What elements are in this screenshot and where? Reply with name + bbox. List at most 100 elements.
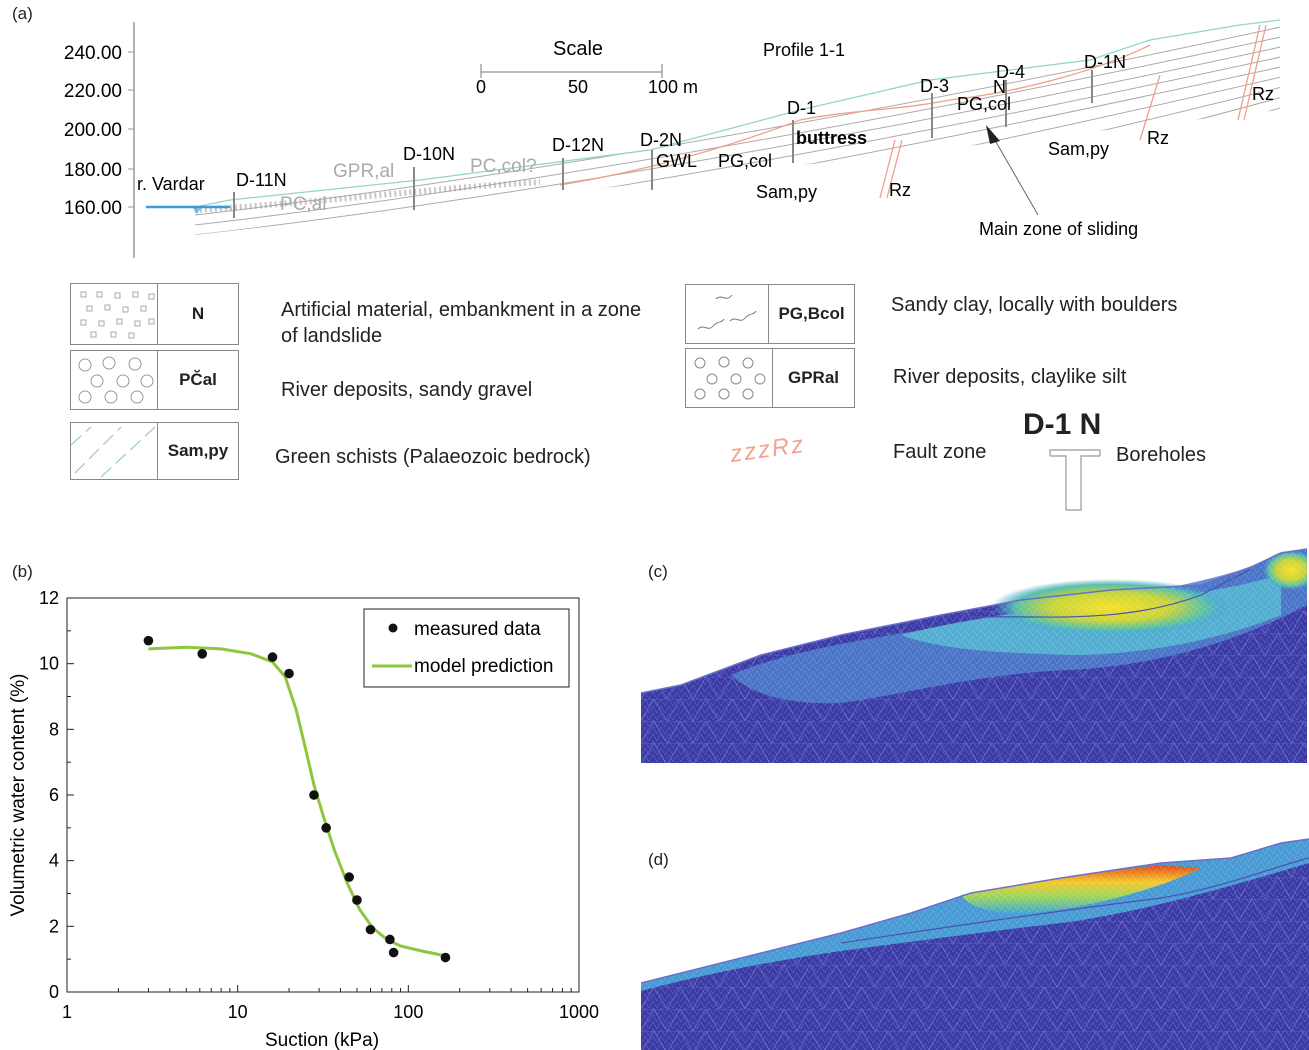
- sandy-clay-pattern-icon: [697, 294, 757, 330]
- y-tick-label: 6: [49, 785, 59, 805]
- legend-desc-sampy: Green schists (Palaeozoic bedrock): [275, 446, 591, 468]
- unit-label-pg-col-right: PG,col: [957, 94, 1011, 114]
- legend-label-measured: measured data: [414, 619, 541, 640]
- elevation-tick-160: 160.00: [64, 198, 122, 219]
- panel-c-label: (c): [648, 562, 668, 581]
- y-axis-label: Volumetric water content (%): [8, 674, 29, 917]
- scale-title: Scale: [553, 38, 603, 60]
- borehole-legend-desc: Boreholes: [1116, 444, 1207, 466]
- x-tick-label: 1000: [559, 1002, 599, 1022]
- unit-label-pc-col: PC,col?: [470, 156, 537, 177]
- panel-d-label: (d): [648, 850, 669, 869]
- legend-marker-measured: [388, 623, 398, 633]
- unit-label-sam-py-right: Sam,py: [1048, 139, 1109, 159]
- elevation-tick-240: 240.00: [64, 43, 122, 64]
- fem-result-d: [641, 838, 1309, 1050]
- swcc-chart: 1 10 100 1000 0 2 4 6 8 10 12 Suction (kPa) Volume…: [8, 588, 599, 1050]
- legend-symbol-gpral: GPRal: [685, 348, 855, 408]
- borehole-label-d1n: D-1N: [1084, 52, 1126, 72]
- legend-code-pgbcol: PG,Bcol: [768, 285, 854, 343]
- sliding-annotation: Main zone of sliding: [979, 219, 1138, 239]
- legend-symbol-n: N: [70, 283, 239, 345]
- measured-data-point: [388, 947, 399, 958]
- elevation-tick-200: 200.00: [64, 120, 122, 141]
- embankment-pattern-icon: [80, 291, 155, 339]
- schist-pattern-icon: [71, 426, 156, 478]
- borehole-label-d11n: D-11N: [236, 170, 287, 190]
- legend-symbol-pcal: PC̆al: [70, 350, 239, 410]
- legend-desc-pgbcol: Sandy clay, locally with boulders: [891, 294, 1178, 316]
- unit-label-pc-al: PC,al: [280, 194, 326, 215]
- unit-label-gpr-al: GPR,al: [333, 161, 394, 182]
- x-tick-label: 1: [62, 1002, 72, 1022]
- fault-zone-symbol: zzzRz: [728, 430, 807, 469]
- borehole-label-d10n: D-10N: [403, 144, 455, 164]
- borehole-label-d1: D-1: [787, 98, 816, 118]
- sliding-arrow-icon: [986, 125, 1000, 144]
- unit-label-rz-mid: Rz: [1147, 128, 1169, 148]
- borehole-label-d2n: D-2N: [640, 130, 682, 150]
- legend-desc-fault: Fault zone: [893, 441, 987, 463]
- unit-label-gwl: GWL: [656, 151, 697, 171]
- chart-legend: measured data model prediction: [363, 608, 570, 688]
- legend-symbol-pgbcol: PG,Bcol: [685, 284, 855, 344]
- geological-profile: 240.00 220.00 200.00 180.00 160.00 Scale…: [64, 19, 1281, 258]
- y-tick-label: 2: [49, 916, 59, 936]
- scale-tick-0: 0: [476, 77, 486, 97]
- unit-label-n: N: [993, 77, 1006, 97]
- measured-data-point: [385, 934, 395, 945]
- panel-a-label: (a): [12, 4, 33, 23]
- measured-data-point: [365, 924, 376, 935]
- legend-symbol-sampy: Sam,py: [70, 422, 239, 480]
- legend-code-pcal: PC̆al: [157, 351, 238, 409]
- borehole-label-d12n: D-12N: [552, 135, 604, 155]
- borehole-legend-label: D-1 N: [1023, 408, 1102, 441]
- y-tick-label: 0: [49, 982, 59, 1002]
- borehole-lines: [233, 70, 1093, 218]
- measured-data-point: [344, 872, 354, 882]
- y-tick-label: 10: [39, 654, 59, 674]
- silt-pattern-icon: [694, 356, 766, 400]
- elevation-tick-180: 180.00: [64, 160, 122, 181]
- measured-data-point: [321, 823, 331, 833]
- legend-desc-gpral: River deposits, claylike silt: [893, 366, 1127, 388]
- gravel-pattern-icon: [78, 356, 154, 404]
- unit-label-sam-py-left: Sam,py: [756, 182, 817, 202]
- y-tick-label: 4: [49, 851, 59, 871]
- model-prediction-line: [148, 645, 446, 958]
- unit-label-rz-right: Rz: [1252, 84, 1274, 104]
- measured-data-point: [197, 649, 208, 659]
- legend-desc-n: Artificial material, embankment in a zon…: [281, 299, 642, 347]
- borehole-symbol-icon: [1049, 449, 1101, 511]
- x-tick-label: 10: [228, 1002, 248, 1022]
- measured-data-point: [284, 668, 294, 679]
- legend-code-sampy: Sam,py: [157, 423, 238, 479]
- y-tick-label: 12: [39, 588, 59, 608]
- legend-label-model: model prediction: [414, 656, 553, 677]
- profile-title: Profile 1-1: [763, 40, 845, 60]
- y-tick-label: 8: [49, 719, 59, 739]
- river-label: r. Vardar: [137, 174, 205, 194]
- measured-data-point: [352, 895, 362, 905]
- measured-data-point: [143, 635, 154, 646]
- panel-b-label: (b): [12, 562, 33, 581]
- unit-label-buttress: buttress: [796, 128, 867, 148]
- borehole-label-d3: D-3: [920, 76, 949, 96]
- legend-code-gpral: GPRal: [772, 349, 854, 407]
- fem-result-c: [641, 548, 1307, 763]
- borehole-label-d4: D-4: [996, 62, 1025, 82]
- measured-data-point: [440, 952, 451, 963]
- fault-lines: [879, 24, 1267, 199]
- unit-label-rz-left: Rz: [889, 180, 911, 200]
- scale-tick-100: 100 m: [648, 77, 698, 97]
- elevation-ticks: [128, 51, 134, 208]
- elevation-tick-220: 220.00: [64, 81, 122, 102]
- x-tick-label: 100: [393, 1002, 423, 1022]
- measured-data-point: [267, 652, 278, 662]
- measured-data-point: [309, 790, 319, 800]
- legend-desc-pcal: River deposits, sandy gravel: [281, 379, 533, 401]
- scale-tick-50: 50: [568, 77, 588, 97]
- unit-label-pg-col-left: PG,col: [718, 151, 772, 171]
- x-axis-label: Suction (kPa): [265, 1030, 379, 1050]
- legend-code-n: N: [157, 284, 238, 344]
